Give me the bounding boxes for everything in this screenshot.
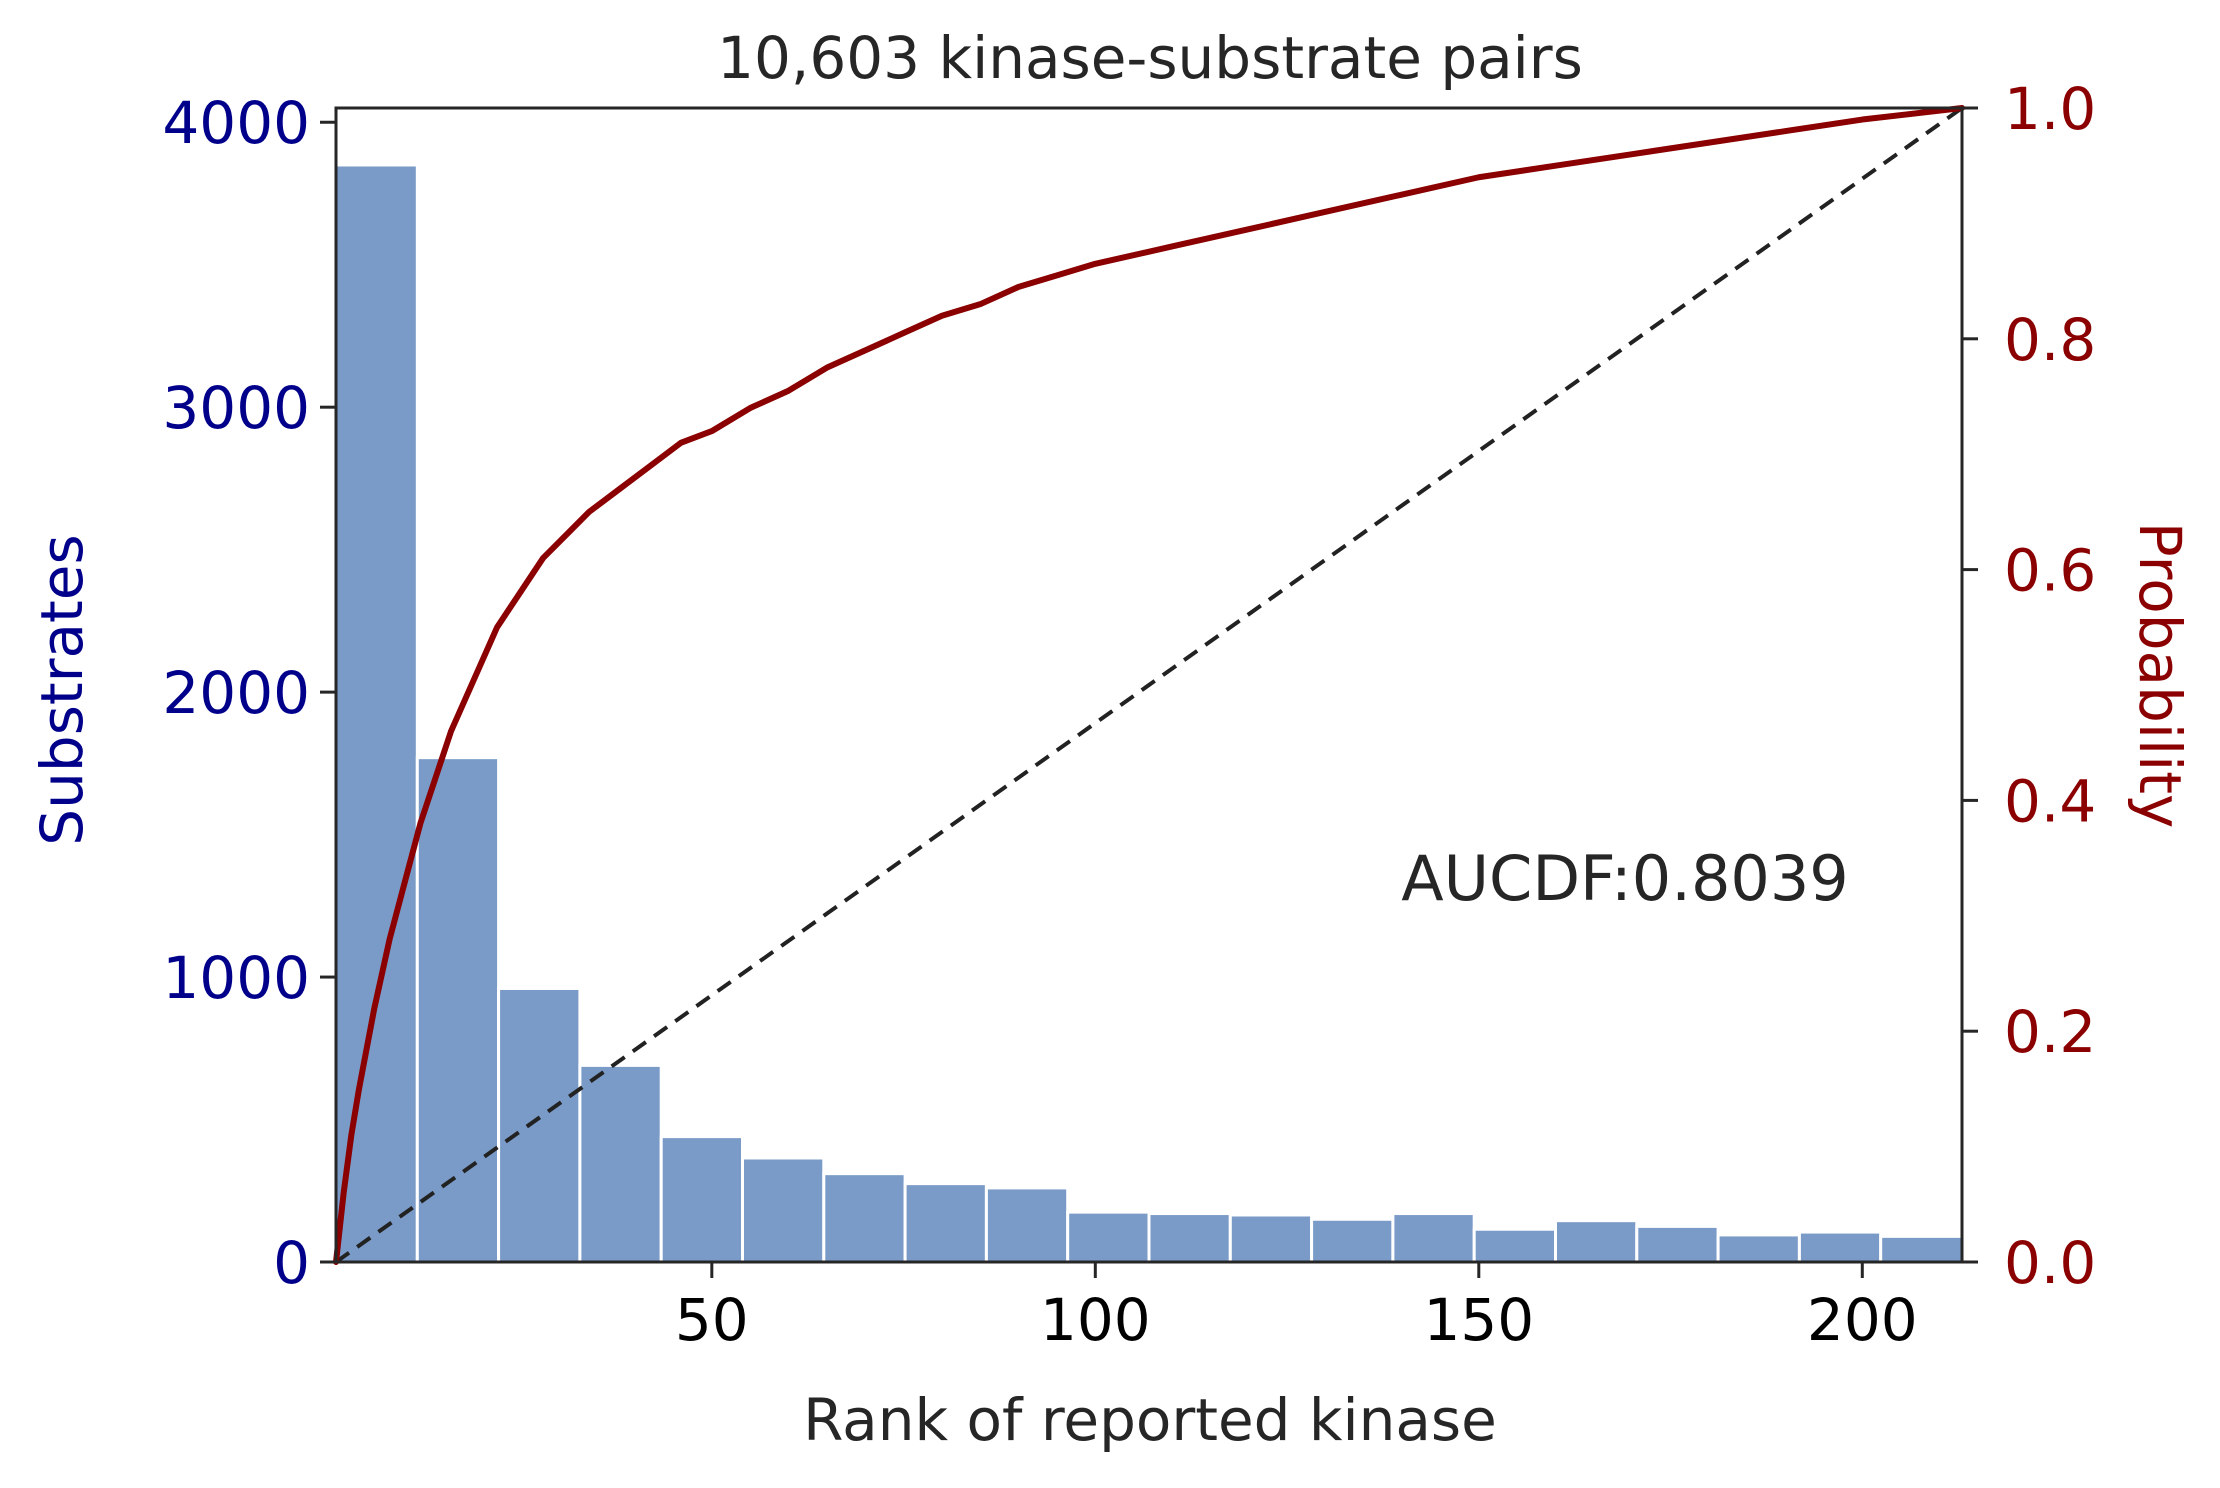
- y-right-tick-label: 0.0: [2004, 1229, 2096, 1297]
- y-axis-right-label: Probability: [2126, 522, 2194, 829]
- histogram-bar: [1391, 1212, 1476, 1264]
- y-left-tick-label: 3000: [162, 374, 310, 442]
- y-right-tick-label: 0.4: [2004, 767, 2096, 835]
- y-left-tick-label: 0: [273, 1229, 310, 1297]
- lines-layer: [333, 105, 1965, 1265]
- y-right-tick-label: 1.0: [2004, 75, 2096, 143]
- histogram-bar: [1310, 1217, 1395, 1264]
- histogram-bar: [659, 1135, 745, 1264]
- diagonal-reference-line: [334, 106, 1964, 1264]
- chart-title: 10,603 kinase-substrate pairs: [717, 24, 1583, 92]
- histogram-bar: [1066, 1210, 1151, 1264]
- y-right-tick-label: 0.6: [2004, 537, 2096, 605]
- histogram-bar: [903, 1182, 988, 1264]
- x-tick-label: 50: [675, 1286, 749, 1354]
- aucdf-annotation: AUCDF:0.8039: [1401, 842, 1849, 915]
- histogram-bar: [1147, 1212, 1232, 1264]
- plot-frame: [334, 106, 1964, 1264]
- histogram-bar: [334, 163, 419, 1264]
- histogram-bar: [741, 1156, 826, 1264]
- y-left-tick-label: 4000: [162, 89, 310, 157]
- histogram-bar: [1716, 1233, 1801, 1264]
- x-tick-label: 100: [1040, 1286, 1151, 1354]
- histogram-bar: [1228, 1213, 1314, 1264]
- histogram-bar: [822, 1172, 907, 1264]
- y-axis-left-label: Substrates: [28, 534, 96, 845]
- x-tick-label: 150: [1423, 1286, 1534, 1354]
- y-left-tick-label: 2000: [162, 659, 310, 727]
- histogram-bar: [984, 1186, 1070, 1264]
- histogram-bar: [1797, 1230, 1883, 1264]
- histogram-bars: [334, 163, 1964, 1264]
- histogram-bar: [578, 1063, 663, 1264]
- histogram-bar: [415, 756, 501, 1264]
- y-right-tick-label: 0.2: [2004, 998, 2096, 1066]
- axes-layer: 50 100 150 200010002000300040000.00.20.40.6…: [162, 75, 2096, 1354]
- y-left-tick-label: 1000: [162, 944, 310, 1012]
- histogram-bar: [1554, 1219, 1639, 1264]
- x-axis-label: Rank of reported kinase: [803, 1386, 1497, 1454]
- histogram-bar: [1879, 1234, 1964, 1264]
- cdf-line: [333, 105, 1965, 1265]
- histogram-bar: [1472, 1227, 1557, 1264]
- y-right-tick-label: 0.8: [2004, 306, 2096, 374]
- histogram-bar: [1635, 1224, 1720, 1264]
- histogram-bar: [497, 986, 582, 1264]
- x-tick-label: 200: [1807, 1286, 1918, 1354]
